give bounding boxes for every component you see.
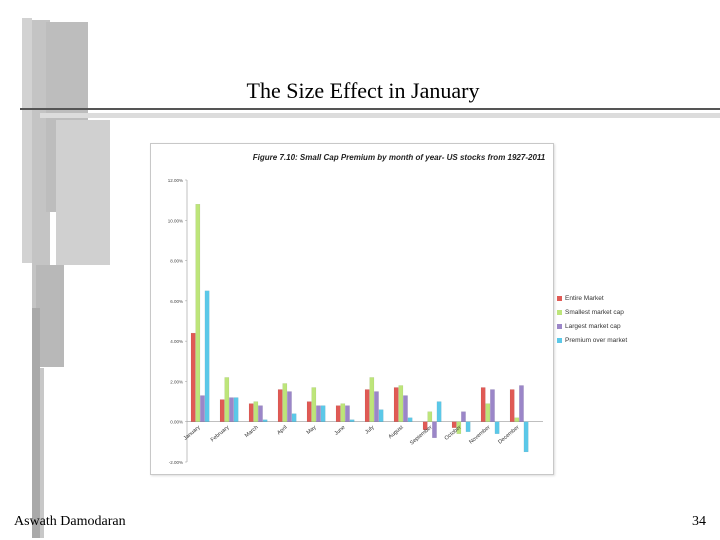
bar bbox=[523, 421, 529, 453]
bar bbox=[393, 387, 399, 422]
legend-entry: Entire Market bbox=[557, 292, 627, 306]
y-tick-label: 4.00% bbox=[170, 339, 183, 344]
x-tick-label: March bbox=[244, 425, 260, 439]
bar bbox=[195, 204, 201, 422]
bar bbox=[509, 389, 515, 422]
bar bbox=[432, 421, 437, 438]
legend-swatch bbox=[557, 337, 562, 343]
legend-swatch bbox=[557, 323, 562, 329]
x-tick-label: February bbox=[210, 424, 231, 443]
bar bbox=[378, 409, 384, 422]
bar bbox=[490, 389, 495, 422]
y-tick-label: 8.00% bbox=[170, 259, 183, 264]
chart-title: Figure 7.10: Small Cap Premium by month … bbox=[253, 153, 546, 162]
bar-chart: Figure 7.10: Small Cap Premium by month … bbox=[168, 153, 546, 465]
decor-bar-7 bbox=[40, 368, 44, 538]
bar bbox=[436, 401, 442, 422]
bar bbox=[398, 385, 404, 422]
decor-bar-6 bbox=[32, 308, 40, 538]
bar bbox=[311, 387, 317, 422]
bar bbox=[248, 403, 254, 422]
bar bbox=[258, 405, 263, 422]
bar bbox=[461, 411, 466, 422]
bar bbox=[480, 387, 486, 422]
bar bbox=[190, 332, 196, 422]
bar bbox=[291, 413, 297, 422]
bar bbox=[262, 419, 268, 422]
bar bbox=[320, 405, 326, 422]
chart-legend: Entire Market Smallest market cap Largest … bbox=[557, 292, 627, 348]
title-divider bbox=[20, 108, 720, 110]
y-tick-label: 0.00% bbox=[170, 420, 183, 425]
decor-bar-5 bbox=[36, 265, 64, 367]
bar bbox=[427, 411, 433, 422]
y-tick-label: 12.00% bbox=[168, 178, 183, 183]
y-tick-label: -2.00% bbox=[169, 460, 183, 465]
bar bbox=[485, 403, 491, 422]
decor-bar-2 bbox=[32, 20, 50, 308]
bar bbox=[519, 385, 524, 422]
bar bbox=[200, 395, 205, 422]
page-number: 34 bbox=[692, 514, 706, 529]
bar bbox=[345, 405, 350, 422]
bar bbox=[403, 395, 408, 422]
bar bbox=[340, 403, 346, 422]
x-tick-label: April bbox=[276, 425, 288, 437]
legend-label: Smallest market cap bbox=[565, 309, 624, 316]
x-tick-label: December bbox=[497, 425, 520, 446]
x-tick-label: July bbox=[364, 424, 376, 435]
bar bbox=[335, 405, 341, 422]
bar bbox=[456, 421, 462, 434]
bar bbox=[349, 419, 355, 422]
legend-label: Premium over market bbox=[565, 337, 628, 344]
bar bbox=[514, 417, 520, 422]
bar bbox=[407, 417, 413, 422]
bar bbox=[277, 389, 283, 422]
bar bbox=[224, 377, 230, 422]
footer-author: Aswath Damodaran bbox=[14, 514, 126, 529]
bar bbox=[316, 405, 321, 422]
legend-label: Entire Market bbox=[565, 295, 604, 302]
decor-bar-4 bbox=[56, 120, 110, 265]
y-tick-label: 2.00% bbox=[170, 379, 183, 384]
slide-title: The Size Effect in January bbox=[246, 78, 480, 103]
decor-bar-8 bbox=[40, 113, 720, 118]
bar bbox=[451, 421, 457, 428]
y-tick-label: 10.00% bbox=[168, 218, 183, 223]
legend-entry: Premium over market bbox=[557, 334, 627, 348]
bar bbox=[364, 389, 370, 422]
bar bbox=[233, 397, 239, 422]
x-tick-label: June bbox=[334, 425, 347, 437]
decor-bar-1 bbox=[22, 18, 32, 263]
bar bbox=[229, 397, 234, 422]
bar bbox=[253, 401, 259, 422]
bar bbox=[287, 391, 292, 422]
bar bbox=[494, 421, 500, 434]
bar bbox=[306, 401, 312, 422]
x-tick-label: November bbox=[468, 425, 491, 446]
bar bbox=[465, 421, 471, 432]
x-tick-label: January bbox=[183, 424, 202, 441]
legend-entry: Smallest market cap bbox=[557, 306, 627, 320]
x-tick-label: May bbox=[306, 424, 318, 435]
bar bbox=[282, 383, 288, 422]
x-tick-label: August bbox=[388, 424, 405, 440]
x-tick-label: September bbox=[409, 425, 434, 447]
bar bbox=[219, 399, 225, 422]
bar bbox=[374, 391, 379, 422]
y-tick-label: 6.00% bbox=[170, 299, 183, 304]
legend-swatch bbox=[557, 309, 562, 315]
legend-swatch bbox=[557, 295, 562, 301]
legend-label: Largest market cap bbox=[565, 323, 621, 330]
bar bbox=[369, 377, 375, 422]
bar bbox=[204, 290, 210, 422]
legend-entry: Largest market cap bbox=[557, 320, 627, 334]
chart-frame: Figure 7.10: Small Cap Premium by month … bbox=[150, 143, 554, 475]
bar bbox=[422, 421, 428, 430]
